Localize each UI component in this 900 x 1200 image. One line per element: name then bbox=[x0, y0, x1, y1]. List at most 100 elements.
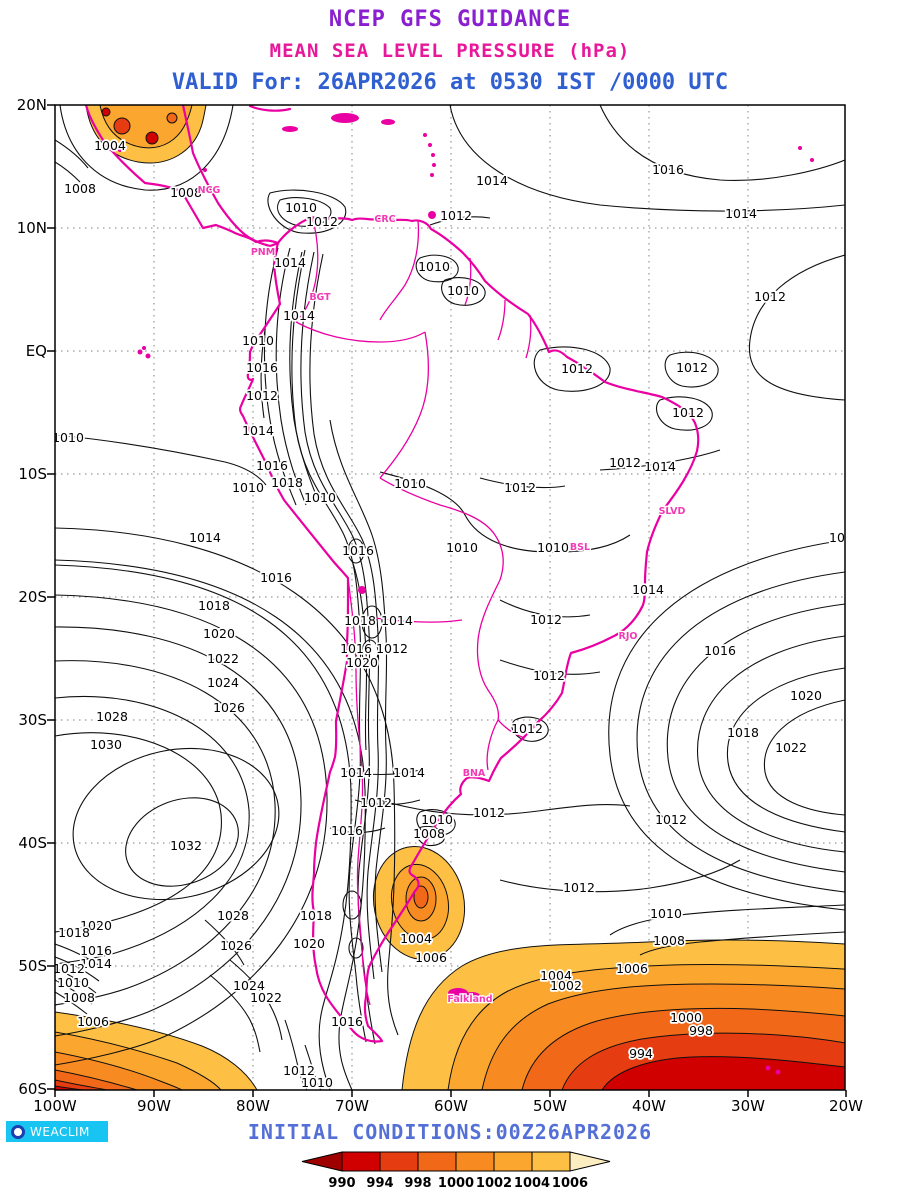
isobar-label: 1018 bbox=[344, 613, 376, 628]
isobar-label: 1028 bbox=[96, 709, 128, 724]
isobar-label: 1012 bbox=[246, 388, 278, 403]
isobar-label: 1014 bbox=[283, 308, 315, 323]
colorbar-segment bbox=[531, 1151, 571, 1172]
place-label: BNA bbox=[463, 768, 486, 779]
isobar-label: 1014 bbox=[80, 956, 112, 971]
isobar-label: 1004 bbox=[400, 931, 432, 946]
isobar-label: 1010 bbox=[447, 283, 479, 298]
isobar-label: 1008 bbox=[653, 933, 685, 948]
isobar-label: 1014 bbox=[189, 530, 221, 545]
isobar-label: 1010 bbox=[650, 906, 682, 921]
lon-tick-label: 30W bbox=[731, 1097, 765, 1115]
place-label: SLVD bbox=[659, 506, 686, 517]
colorbar: 990 994 998 1000 1002 1004 1006 bbox=[301, 1151, 611, 1191]
isobar-label: 1018 bbox=[300, 908, 332, 923]
place-label: NCG bbox=[198, 185, 221, 196]
colorbar-segment bbox=[379, 1151, 419, 1172]
city-labels: NCG CRC PNM BGT SLVD BSL RJO BNA Falkland bbox=[196, 184, 686, 1007]
colorbar-segment bbox=[455, 1151, 495, 1172]
lat-tick-label: 20N bbox=[17, 96, 47, 114]
isobar-label: 1016 bbox=[80, 943, 112, 958]
colorbar-tick-label: 1002 bbox=[476, 1176, 512, 1191]
isobar-label: 1012 bbox=[609, 455, 641, 470]
isobar-label: 1010 bbox=[285, 200, 317, 215]
falkland-islands bbox=[448, 988, 468, 998]
colorbar-segment bbox=[493, 1151, 533, 1172]
isobar-label: 1008 bbox=[170, 185, 202, 200]
lat-tick-label: 50S bbox=[18, 957, 47, 975]
place-label: CRC bbox=[374, 214, 395, 225]
isobar-label: 1016 bbox=[246, 360, 278, 375]
isobar-label: 1012 bbox=[672, 405, 704, 420]
isobar-label: 1016 bbox=[256, 458, 288, 473]
pressure-shading bbox=[55, 105, 845, 1090]
isobar-label: 998 bbox=[689, 1023, 713, 1038]
lat-tick-label: EQ bbox=[26, 342, 47, 360]
isobar-label: 1012 bbox=[504, 480, 536, 495]
colorbar-segment bbox=[301, 1151, 343, 1172]
isobar-label: 1020 bbox=[790, 688, 822, 703]
isobar-label: 1020 bbox=[203, 626, 235, 641]
coastlines bbox=[84, 105, 814, 1075]
weaclim-logo-text: WEACLIM bbox=[30, 1124, 90, 1139]
galapagos-islands bbox=[137, 349, 143, 355]
colorbar-segment bbox=[341, 1151, 381, 1172]
lat-tick-label: 20S bbox=[18, 588, 47, 606]
isobar-label: 10 bbox=[829, 530, 845, 545]
isobar-label: 1010 bbox=[418, 259, 450, 274]
lat-tick-label: 30S bbox=[18, 711, 47, 729]
colorbar-tick-label: 1006 bbox=[552, 1176, 588, 1191]
map-subtitle: MEAN SEA LEVEL PRESSURE (hPa) bbox=[269, 40, 631, 62]
isobar-label: 1014 bbox=[274, 255, 306, 270]
isobar-label: 1012 bbox=[473, 805, 505, 820]
lake-titicaca bbox=[358, 586, 366, 594]
lon-tick-label: 20W bbox=[829, 1097, 863, 1115]
isobar-label: 1028 bbox=[217, 908, 249, 923]
isobar-label: 1012 bbox=[561, 361, 593, 376]
place-label: Falkland bbox=[447, 994, 492, 1005]
weaclim-logo: WEACLIM bbox=[6, 1121, 108, 1142]
isobar-label: 1002 bbox=[550, 978, 582, 993]
isobar-label: 1012 bbox=[676, 360, 708, 375]
isobar-label: 1006 bbox=[77, 1014, 109, 1029]
country-borders bbox=[295, 215, 532, 1006]
isobar-label: 1018 bbox=[271, 475, 303, 490]
colorbar-tick-label: 990 bbox=[328, 1176, 355, 1191]
lon-tick-label: 80W bbox=[236, 1097, 270, 1115]
isobar-label: 1026 bbox=[220, 938, 252, 953]
colorbar-segment bbox=[569, 1151, 611, 1172]
place-label: PNM bbox=[251, 247, 275, 258]
isobar-label: 1024 bbox=[207, 675, 239, 690]
isobar-label: 1012 bbox=[53, 961, 85, 976]
isobar-label: 1012 bbox=[530, 612, 562, 627]
colorbar-tick-label: 1004 bbox=[514, 1176, 550, 1191]
isobar-label: 1024 bbox=[233, 978, 265, 993]
lon-tick-label: 60W bbox=[434, 1097, 468, 1115]
isobar-label: 1010 bbox=[394, 476, 426, 491]
puerto-rico-island bbox=[381, 119, 395, 125]
isobar-label: 1014 bbox=[725, 206, 757, 221]
initial-conditions-line: INITIAL CONDITIONS:00Z26APR2026 bbox=[247, 1120, 653, 1144]
cuba-coast bbox=[248, 105, 292, 112]
isobar-label: 1030 bbox=[90, 737, 122, 752]
isobar-label: 1016 bbox=[260, 570, 292, 585]
isobar-label: 1012 bbox=[283, 1063, 315, 1078]
isobar-label: 1018 bbox=[198, 598, 230, 613]
isobar-label: 1014 bbox=[393, 765, 425, 780]
lon-tick-label: 40W bbox=[632, 1097, 666, 1115]
page-title: NCEP GFS GUIDANCE bbox=[328, 7, 572, 32]
isobar-label: 1012 bbox=[754, 289, 786, 304]
place-label: RJO bbox=[619, 631, 638, 642]
isobar-label: 1026 bbox=[213, 700, 245, 715]
isobar-label: 1020 bbox=[346, 655, 378, 670]
isobar-label: 1010 bbox=[421, 812, 453, 827]
isobars bbox=[55, 105, 845, 1090]
isobar-label: 1016 bbox=[704, 643, 736, 658]
isobar-label: 1006 bbox=[415, 950, 447, 965]
lat-tick-label: 40S bbox=[18, 834, 47, 852]
colorbar-tick-label: 998 bbox=[404, 1176, 431, 1191]
isobar-label: 1004 bbox=[540, 968, 572, 983]
